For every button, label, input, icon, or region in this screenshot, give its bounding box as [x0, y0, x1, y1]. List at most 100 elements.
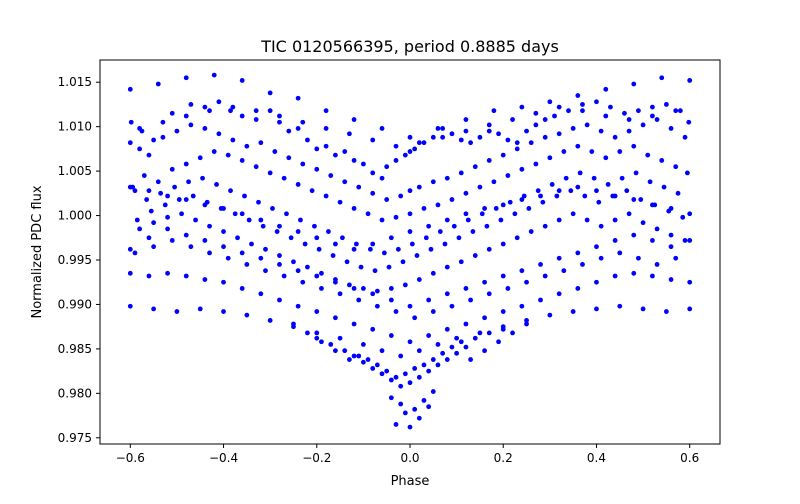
y-tick-label: 1.015 [58, 75, 92, 89]
data-point [323, 143, 329, 149]
data-point [160, 119, 166, 125]
data-point [165, 270, 170, 276]
data-point [524, 321, 529, 327]
data-point [165, 214, 170, 220]
chart-title: TIC 0120566395, period 0.8885 days [260, 37, 559, 56]
data-point [353, 241, 359, 247]
data-point [402, 371, 408, 377]
data-point [500, 202, 506, 208]
data-point [207, 250, 212, 256]
data-point [214, 182, 219, 187]
data-point [449, 131, 455, 137]
data-point [134, 217, 140, 223]
data-point [421, 362, 427, 368]
data-point [291, 321, 296, 327]
data-point [407, 134, 413, 140]
data-point [414, 253, 420, 258]
data-point [500, 326, 506, 332]
data-point [598, 128, 604, 134]
data-point [202, 202, 208, 208]
data-point [367, 246, 373, 252]
data-point [575, 93, 581, 98]
data-point [444, 217, 450, 223]
data-point [221, 206, 226, 211]
data-point [393, 309, 399, 314]
data-point [402, 152, 408, 158]
data-point [426, 223, 432, 229]
data-point [347, 131, 352, 137]
data-point [314, 330, 320, 336]
data-point [400, 259, 406, 265]
data-point [295, 95, 301, 101]
data-point [603, 155, 609, 161]
data-point [566, 108, 571, 114]
data-point [344, 259, 350, 265]
x-tick-label: 0.2 [494, 451, 513, 465]
data-point [146, 152, 152, 158]
data-point [281, 175, 287, 181]
data-point [594, 279, 599, 285]
data-point [340, 235, 345, 241]
data-point [267, 90, 273, 96]
data-point [300, 119, 306, 125]
data-point [663, 102, 669, 107]
data-point [524, 279, 529, 285]
data-point [458, 259, 464, 265]
data-point [314, 273, 320, 279]
data-point [673, 255, 679, 261]
data-point [309, 188, 315, 194]
data-point [127, 184, 133, 190]
data-point [360, 342, 366, 347]
x-axis-label: Phase [391, 474, 430, 489]
data-point [626, 117, 632, 122]
data-point [277, 253, 282, 258]
data-point [682, 238, 688, 243]
data-point [435, 126, 441, 131]
data-point [221, 279, 226, 285]
data-point [221, 229, 226, 234]
data-point [580, 262, 585, 267]
data-point [319, 286, 324, 291]
data-point [556, 291, 562, 297]
data-point [596, 199, 602, 205]
data-point [482, 315, 487, 321]
data-point [169, 166, 175, 172]
data-point [598, 255, 604, 261]
data-point [393, 374, 399, 380]
data-point [659, 158, 665, 163]
data-point [570, 126, 576, 131]
data-point [552, 113, 557, 119]
data-point [612, 193, 618, 199]
data-point [542, 273, 548, 279]
data-point [542, 117, 548, 122]
data-point [239, 113, 245, 119]
data-point [493, 206, 499, 211]
data-point [328, 342, 334, 347]
data-point [472, 164, 478, 170]
data-point [556, 188, 562, 194]
data-point [258, 217, 264, 223]
data-point [295, 126, 301, 131]
data-point [514, 235, 520, 241]
data-point [561, 268, 567, 274]
data-point [626, 128, 632, 134]
data-point [286, 128, 292, 134]
data-point [659, 75, 665, 81]
data-point [137, 226, 143, 232]
data-point [232, 211, 238, 217]
data-point [388, 235, 394, 241]
data-point [370, 326, 376, 332]
data-point [638, 197, 644, 202]
data-point [568, 188, 574, 194]
data-point [358, 264, 364, 270]
data-point [365, 211, 371, 217]
data-point [619, 175, 625, 181]
data-point [151, 306, 157, 312]
data-point [570, 309, 576, 314]
data-point [284, 211, 289, 217]
data-point [538, 297, 543, 303]
data-point [575, 143, 581, 149]
data-point [230, 104, 236, 110]
data-point [617, 149, 623, 154]
